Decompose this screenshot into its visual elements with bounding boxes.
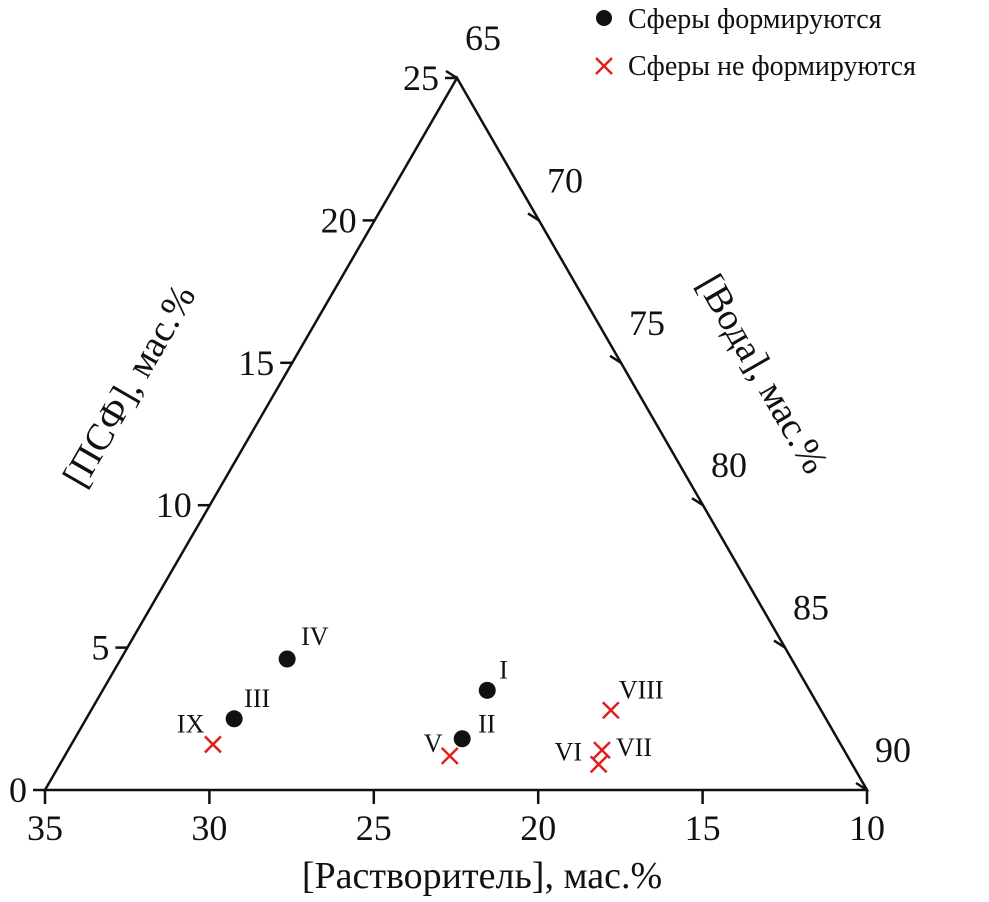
- right-tick: [855, 781, 868, 792]
- right-tick-label: 75: [629, 303, 665, 343]
- left-tick-label: 25: [403, 58, 439, 98]
- right-tick-label: 80: [711, 445, 747, 485]
- point-vii: [593, 741, 611, 760]
- point-label-vi: VI: [555, 737, 582, 766]
- right-tick-label: 70: [547, 160, 583, 200]
- legend-label-formed: Сферы формируются: [628, 4, 882, 35]
- legend-label-not-formed: Сферы не формируются: [628, 51, 916, 82]
- bottom-tick-label: 10: [849, 808, 885, 848]
- point-iii: [225, 710, 243, 728]
- right-tick: [609, 354, 622, 364]
- point-label-i: I: [499, 655, 508, 684]
- right-tick-label: 85: [793, 588, 829, 628]
- ternary-axes: [42, 75, 870, 792]
- bottom-axis-title: [Растворитель], мас.%: [302, 855, 662, 897]
- right-tick-label: 65: [465, 18, 501, 58]
- legend-marker-circle: [596, 10, 612, 26]
- right-tick-label: 90: [875, 730, 911, 770]
- left-tick-label: 10: [156, 485, 192, 525]
- point-iv: [278, 650, 296, 668]
- point-label-ix: IX: [177, 709, 205, 738]
- legend-marker-cross: [595, 57, 613, 75]
- point-label-v: V: [424, 729, 443, 758]
- left-tick-label: 15: [238, 343, 274, 383]
- point-viii: [601, 701, 620, 720]
- right-tick: [445, 69, 458, 80]
- point-label-viii: VIII: [619, 675, 664, 704]
- right-tick: [691, 497, 704, 507]
- right-tick: [527, 212, 540, 222]
- point-label-ii: II: [478, 710, 495, 739]
- point-i: [478, 681, 496, 699]
- left-tick-label: 0: [9, 770, 27, 810]
- point-label-vii: VII: [616, 733, 652, 762]
- point-label-iii: III: [244, 684, 270, 713]
- bottom-tick-label: 20: [520, 808, 556, 848]
- triangle-frame: [42, 75, 870, 792]
- tick-marks: [33, 69, 869, 804]
- bottom-tick-label: 35: [27, 808, 63, 848]
- point-v: [440, 746, 459, 765]
- point-ii: [453, 730, 471, 748]
- right-tick: [773, 639, 786, 649]
- point-label-iv: IV: [301, 622, 329, 651]
- point-vi: [589, 755, 608, 774]
- left-tick-label: 5: [91, 628, 109, 668]
- left-tick-label: 20: [321, 200, 357, 240]
- point-ix: [204, 735, 222, 754]
- tick-labels: 35 30 25 20 15 10 0 5 10 15 20 25 65 70 75 80 85 90: [9, 18, 911, 848]
- bottom-tick-label: 30: [191, 808, 227, 848]
- bottom-tick-label: 15: [685, 808, 721, 848]
- legend: Сферы формируются Сферы не формируются: [595, 4, 916, 82]
- bottom-tick-label: 25: [356, 808, 392, 848]
- left-axis-title: [ПСФ], мас.%: [55, 278, 204, 495]
